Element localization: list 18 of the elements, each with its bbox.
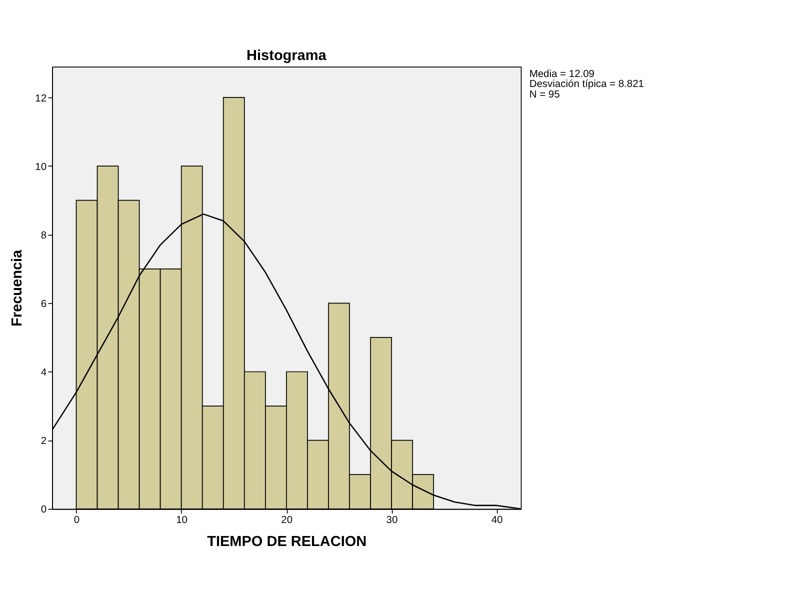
x-axis-title: TIEMPO DE RELACION [207,534,367,550]
y-tick-label: 10 [35,162,47,173]
x-tick-label: 20 [281,514,293,526]
y-tick-label: 4 [40,368,47,379]
x-tick-label: 10 [176,514,188,526]
y-tick-label: 8 [40,230,47,242]
text: N = 95 [529,89,560,100]
y-tick-label: 2 [40,436,47,448]
y-tick-label: 6 [40,299,47,310]
y-axis-title: Frecuencia [9,248,26,326]
chart-title: Histograma [246,48,328,64]
text: Desviación típica = 8.821 [529,79,644,90]
x-tick-label: 0 [74,514,80,526]
y-tick-label: 0 [40,504,47,516]
x-tick-label: 40 [491,514,504,526]
text: Media = 12.09 [529,68,595,80]
x-tick-label: 30 [386,514,398,526]
y-tick-label: 12 [35,93,47,104]
